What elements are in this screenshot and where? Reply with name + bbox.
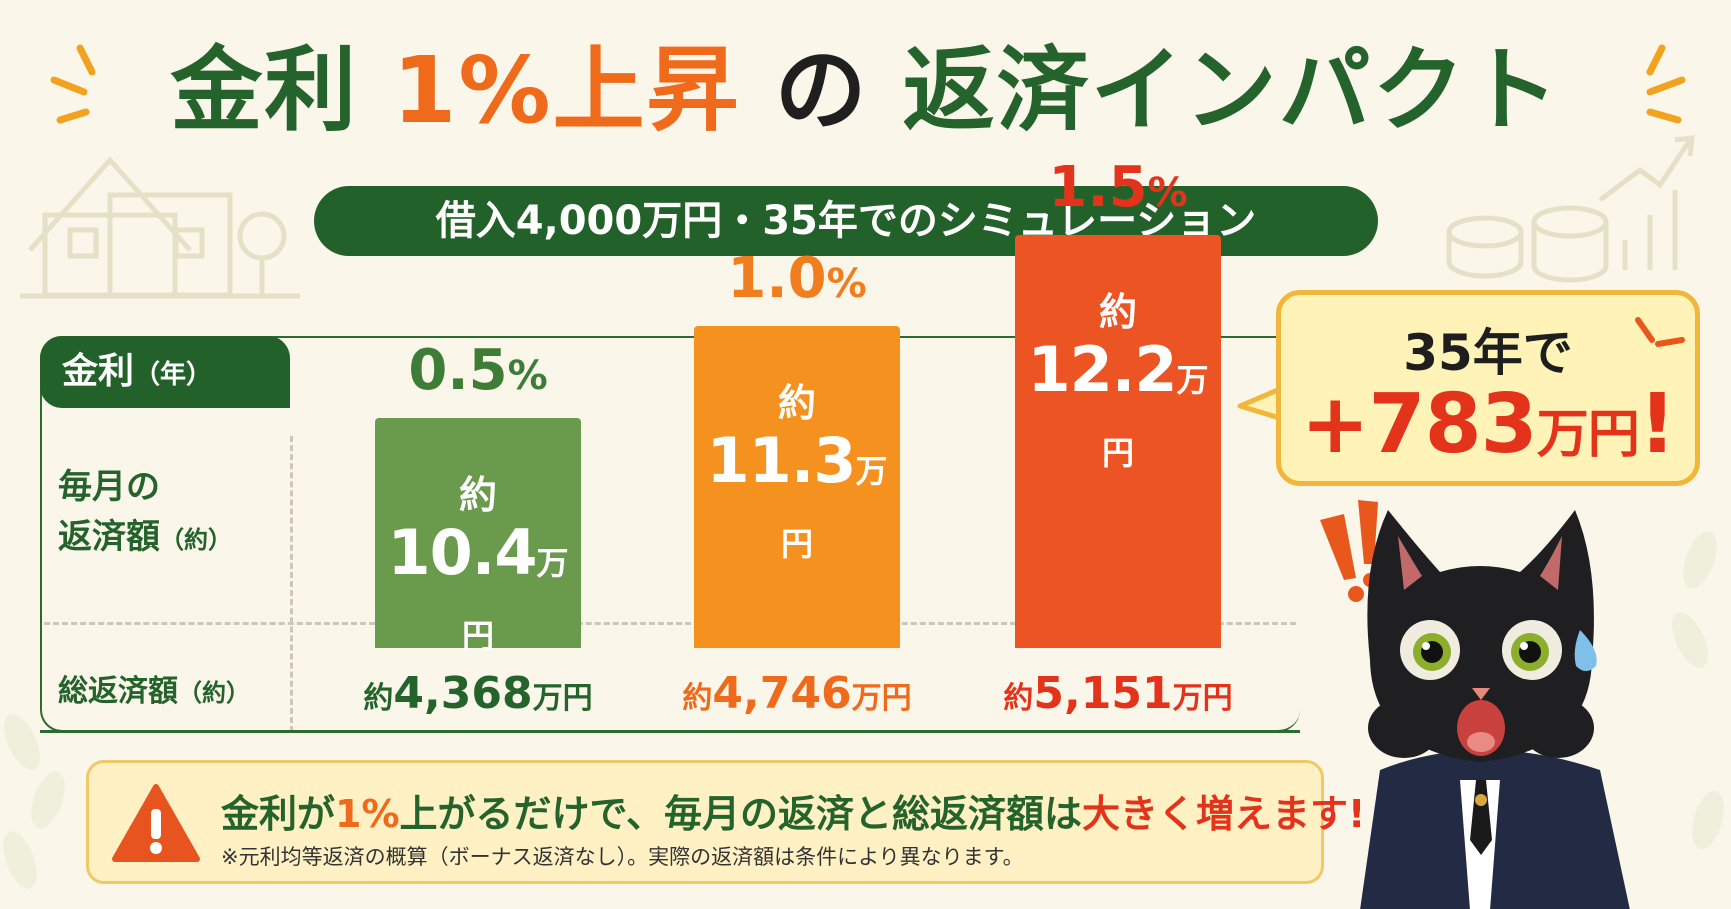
callout-line2: +783万円! <box>1281 377 1695 472</box>
rate-number-2: 1.5 <box>1048 155 1148 220</box>
total-row-label: 総返済額（約） <box>58 666 250 710</box>
total-number-0: 4,368 <box>393 668 533 719</box>
bar-value-unit-2: 万円 <box>1101 361 1209 472</box>
rate-percent-0: % <box>507 353 548 399</box>
rate-label-0: 0.5% <box>328 338 628 403</box>
bar-0: 約 10.4万円 <box>375 418 581 655</box>
bar-value-number-2: 12.2 <box>1027 333 1178 406</box>
total-unit-0: 万円 <box>532 681 593 716</box>
column-divider <box>290 436 293 732</box>
bar-2: 約 12.2万円 <box>1015 235 1221 648</box>
total-prefix-0: 約 <box>363 681 394 716</box>
rate-label-2: 1.5% <box>968 155 1268 220</box>
callout-unit: 万円 <box>1536 405 1640 465</box>
callout-bubble: 35年で +783万円! <box>1276 290 1700 486</box>
rate-header-unit: （年） <box>134 360 213 390</box>
bar-value-unit-1: 万円 <box>780 452 888 563</box>
surprised-cat-icon <box>1320 500 1630 909</box>
total-label-suffix: （約） <box>178 679 250 707</box>
bar-value-label-2: 12.2万円 <box>1015 333 1221 479</box>
bar-value-number-1: 11.3 <box>706 424 857 497</box>
warning-box: 金利が1%上がるだけで、毎月の返済と総返済額は大きく増えます! ※元利均等返済の… <box>86 760 1365 884</box>
total-unit-2: 万円 <box>1172 681 1233 716</box>
bar-prefix-0: 約 <box>458 473 497 517</box>
sparkle-right-icon <box>1646 44 1686 124</box>
monthly-label-line1: 毎月の <box>58 467 160 507</box>
warning-message-b: 1% <box>335 792 400 836</box>
rate-percent-2: % <box>1147 170 1188 216</box>
total-number-1: 4,746 <box>712 668 852 719</box>
bar-prefix-1: 約 <box>777 381 816 425</box>
warning-message-c: 上がるだけで、毎月の返済と総返済額は <box>399 792 1083 836</box>
house-icon <box>20 156 300 299</box>
callout-mark: ! <box>1638 377 1676 472</box>
rate-header: 金利（年） <box>40 336 290 408</box>
title-part-4: 返済インパクト <box>902 37 1561 144</box>
bar-prefix-2: 約 <box>1098 290 1137 334</box>
total-label: 総返済額 <box>58 674 178 709</box>
warning-triangle-icon <box>112 784 200 862</box>
row-divider <box>44 622 1296 625</box>
rate-number-0: 0.5 <box>408 338 508 403</box>
table-bottom-line <box>40 730 1300 733</box>
monthly-label-line2: 返済額 <box>58 517 160 557</box>
monthly-row-label: 毎月の 返済額（約） <box>58 462 232 565</box>
rate-label-1: 1.0% <box>647 246 947 311</box>
bar-value-unit-0: 万円 <box>461 544 569 655</box>
total-value-2: 約5,151万円 <box>958 668 1278 719</box>
warning-message-d: 大きく増えます! <box>1082 792 1366 836</box>
total-prefix-1: 約 <box>682 681 713 716</box>
coins-icon <box>1446 205 1609 283</box>
leaf-icon <box>3 531 1724 889</box>
callout-line1: 35年で <box>1403 324 1573 382</box>
monthly-label-suffix: （約） <box>160 526 232 554</box>
rate-header-label: 金利 <box>62 351 135 392</box>
bar-value-number-0: 10.4 <box>387 516 538 589</box>
total-unit-1: 万円 <box>851 681 912 716</box>
callout-sparkle-icon <box>1635 317 1685 347</box>
warning-note: ※元利均等返済の概算（ボーナス返済なし）。実際の返済額は条件により異なります。 <box>221 845 1024 869</box>
rate-percent-1: % <box>826 261 867 307</box>
growth-chart-icon <box>1598 135 1695 270</box>
total-value-1: 約4,746万円 <box>637 668 957 719</box>
bar-value-label-0: 10.4万円 <box>375 516 581 662</box>
bar-value-label-1: 11.3万円 <box>694 424 900 570</box>
warning-message: 金利が1%上がるだけで、毎月の返済と総返済額は大きく増えます! <box>221 783 1365 838</box>
bar-1: 約 11.3万円 <box>694 326 900 648</box>
page-title: 金利 1%上昇 の 返済インパクト <box>0 36 1731 146</box>
total-value-0: 約4,368万円 <box>318 668 638 719</box>
rate-number-1: 1.0 <box>727 246 827 311</box>
title-part-3: の <box>774 37 869 144</box>
total-prefix-2: 約 <box>1003 681 1034 716</box>
sparkle-left-icon <box>50 44 96 124</box>
callout-value: +783 <box>1300 377 1538 472</box>
title-part-2: 1%上昇 <box>392 37 741 144</box>
total-number-2: 5,151 <box>1033 668 1173 719</box>
warning-message-a: 金利が <box>221 792 336 836</box>
title-part-1: 金利 <box>170 37 359 144</box>
